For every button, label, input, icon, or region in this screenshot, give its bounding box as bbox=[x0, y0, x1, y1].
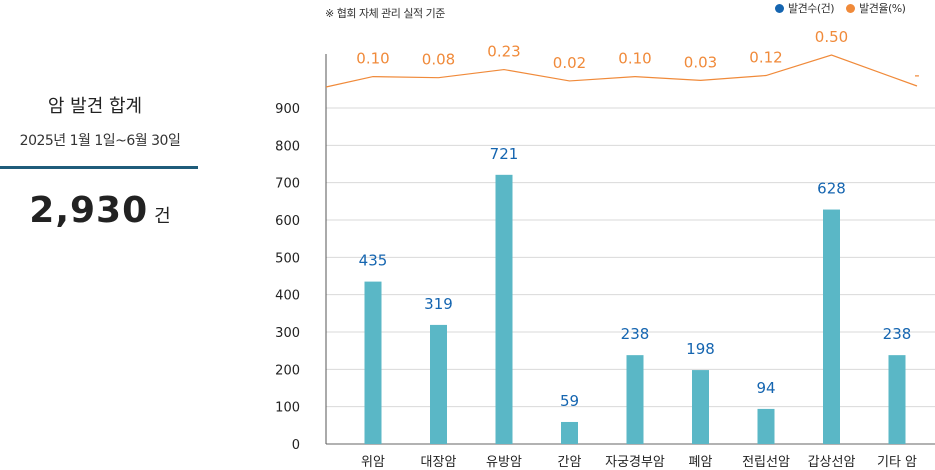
rate-value-label: 0.50 bbox=[815, 28, 848, 46]
bar-value-label: 721 bbox=[490, 145, 519, 163]
legend-rate-dot bbox=[846, 3, 856, 13]
bar-value-label: 435 bbox=[359, 252, 388, 270]
bar bbox=[495, 174, 513, 444]
y-tick-label: 900 bbox=[275, 102, 300, 117]
rate-value-label: 0.12 bbox=[749, 49, 782, 67]
bar bbox=[626, 355, 644, 444]
total-unit: 건 bbox=[154, 206, 171, 227]
y-tick-label: 100 bbox=[275, 401, 300, 416]
bar-value-label: 59 bbox=[560, 392, 579, 410]
bar bbox=[692, 370, 709, 444]
bar-value-label: 628 bbox=[817, 180, 846, 198]
legend-item-rate: 발견율(%) bbox=[846, 0, 906, 16]
x-tick-label: 폐암 bbox=[689, 455, 713, 470]
y-tick-label: 200 bbox=[275, 363, 300, 378]
y-tick-label: 500 bbox=[275, 251, 300, 266]
bar-value-label: 94 bbox=[756, 379, 775, 397]
bar-value-label: 319 bbox=[424, 295, 453, 313]
bar bbox=[888, 355, 906, 444]
bar bbox=[430, 324, 447, 444]
bar bbox=[823, 209, 840, 444]
x-tick-label: 위암 bbox=[361, 455, 385, 470]
rate-value-label: 0.08 bbox=[422, 51, 455, 69]
y-tick-label: 400 bbox=[275, 289, 300, 304]
x-tick-label: 유방암 bbox=[486, 455, 522, 470]
total-count: 2,930 bbox=[29, 190, 149, 231]
summary-total: 2,930 건 bbox=[0, 190, 200, 231]
rate-value-label: 0.10 bbox=[356, 50, 389, 68]
y-tick-label: 800 bbox=[275, 139, 300, 154]
chart-note: ※ 협회 자체 관리 실적 기준 bbox=[325, 7, 445, 20]
x-tick-label: 전립선암 bbox=[742, 455, 790, 470]
y-tick-label: 300 bbox=[275, 326, 300, 341]
chart-legend: 발견수(건) 발견율(%) bbox=[775, 0, 906, 16]
summary-panel: 암 발견 합계 2025년 1월 1일~6월 30일 2,930 건 bbox=[0, 0, 200, 470]
bar bbox=[757, 408, 775, 444]
bar-value-label: 238 bbox=[883, 325, 912, 343]
legend-item-count: 발견수(건) bbox=[775, 0, 835, 16]
summary-divider bbox=[0, 166, 198, 169]
summary-title: 암 발견 합계 bbox=[47, 96, 143, 117]
bar-value-label: 238 bbox=[621, 325, 650, 343]
x-tick-label: 간암 bbox=[558, 455, 582, 470]
bar-value-label: 198 bbox=[686, 340, 715, 358]
y-tick-label: 700 bbox=[275, 177, 300, 192]
summary-period: 2025년 1월 1일~6월 30일 bbox=[19, 133, 181, 149]
y-tick-label: 600 bbox=[275, 214, 300, 229]
rate-value-label: 0.02 bbox=[553, 54, 586, 72]
x-tick-label: 갑상선암 bbox=[808, 455, 856, 470]
x-tick-label: 자궁경부암 bbox=[605, 455, 665, 470]
legend-count-label: 발견수(건) bbox=[788, 2, 835, 15]
x-tick-label: 기타 암 bbox=[877, 455, 917, 470]
legend-count-dot bbox=[775, 3, 784, 13]
bar bbox=[561, 421, 578, 444]
x-tick-label: 대장암 bbox=[421, 455, 457, 470]
rate-value-label: 0.03 bbox=[684, 53, 717, 71]
y-tick-label: 0 bbox=[292, 438, 300, 453]
bar bbox=[364, 281, 382, 444]
rate-value-label: - bbox=[914, 66, 919, 84]
legend-rate-label: 발견율(%) bbox=[859, 2, 906, 15]
rate-line bbox=[325, 54, 918, 88]
rate-value-label: 0.23 bbox=[487, 43, 520, 61]
rate-value-label: 0.10 bbox=[618, 50, 651, 68]
